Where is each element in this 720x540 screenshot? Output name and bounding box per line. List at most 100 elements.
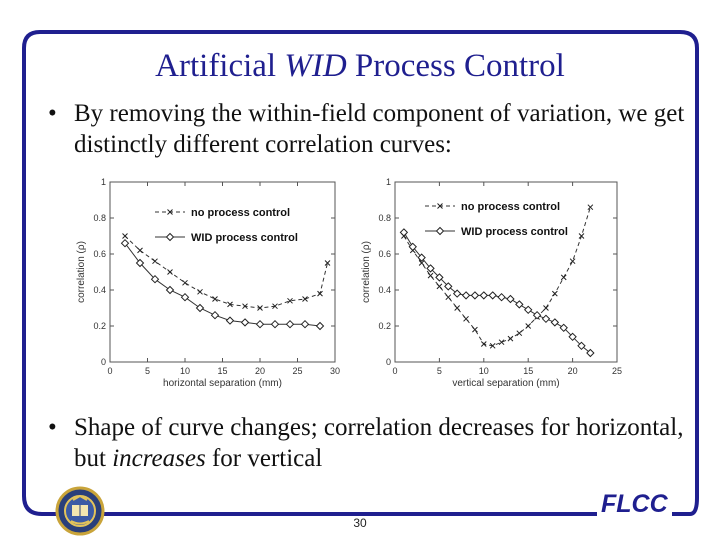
data-point-diamond	[180, 292, 190, 302]
y-tick-label: 0	[101, 357, 106, 367]
data-point-x	[302, 296, 308, 302]
data-point-x	[182, 279, 188, 286]
data-point-diamond	[165, 285, 175, 295]
data-point-x	[525, 323, 532, 329]
data-point-x	[498, 339, 505, 346]
y-tick-label: 0.2	[378, 321, 391, 331]
data-point-diamond	[523, 305, 533, 315]
y-tick-label: 0.8	[93, 213, 106, 223]
data-point-x	[587, 204, 594, 211]
data-point-diamond	[470, 291, 480, 300]
data-point-x	[197, 288, 203, 295]
data-point-diamond	[315, 321, 325, 331]
x-tick-label: 25	[292, 366, 302, 376]
data-point-diamond	[550, 318, 560, 327]
data-point-diamond	[300, 319, 310, 329]
data-point-diamond	[506, 294, 515, 304]
title-part1: Artificial	[155, 48, 285, 84]
data-point-diamond	[568, 332, 577, 342]
data-point-x	[272, 303, 278, 310]
data-point-x	[137, 247, 143, 254]
bullet-1-text: By removing the within-field component o…	[74, 100, 685, 158]
data-point-x	[551, 290, 558, 297]
series-line-1	[403, 207, 591, 347]
data-point-diamond	[270, 319, 280, 329]
data-point-x	[227, 301, 233, 308]
data-point-diamond	[426, 264, 435, 273]
data-point-x	[212, 296, 218, 302]
data-point-diamond	[408, 242, 417, 252]
plot-area	[394, 181, 618, 363]
y-tick-label: 1	[101, 177, 106, 187]
data-point-x	[463, 315, 469, 322]
bullet-2-text: Shape of curve changes; correlation decr…	[74, 412, 694, 474]
data-point-diamond	[532, 310, 542, 320]
data-point-diamond	[195, 303, 205, 313]
bullet-2-part1: Shape of curve changes; correlation decr…	[74, 414, 684, 472]
y-tick-label: 0.6	[378, 249, 391, 259]
y-tick-label: 0.4	[93, 285, 106, 295]
y-tick-label: 1	[386, 177, 391, 187]
data-point-x	[324, 260, 331, 266]
bullet-2-symbol: •	[48, 414, 57, 441]
title-part2: Process Control	[346, 48, 565, 84]
uc-berkeley-seal-icon	[55, 486, 105, 536]
legend-marker-diamond	[435, 226, 445, 236]
flcc-logo-text: FLCC	[597, 490, 672, 519]
title-italic: WID	[284, 48, 347, 84]
legend-label: WID process control	[191, 232, 298, 244]
data-point-x	[152, 258, 158, 265]
data-point-x	[543, 305, 549, 311]
data-point-x	[489, 342, 496, 349]
data-point-x	[445, 294, 452, 301]
data-point-x	[242, 303, 248, 310]
data-point-x	[122, 233, 128, 239]
chart-horizontal: 0 5 10 15 20 25 30 0 0.2 0.4 0.6 0.8 1 horizontal sep…	[76, 177, 340, 389]
x-tick-label: 15	[523, 366, 533, 376]
data-point-x	[436, 283, 443, 290]
x-tick-label: 25	[612, 366, 622, 376]
x-tick-label: 10	[479, 366, 489, 376]
data-point-diamond	[479, 291, 489, 300]
data-point-x	[516, 330, 523, 337]
x-tick-label: 0	[392, 366, 397, 376]
data-point-diamond	[210, 310, 220, 320]
legend-marker-diamond	[165, 232, 175, 242]
data-point-diamond	[150, 274, 160, 284]
data-point-diamond	[515, 300, 524, 309]
x-tick-label: 30	[330, 366, 340, 376]
data-point-x	[167, 269, 173, 275]
data-point-diamond	[497, 292, 506, 302]
page-number: 30	[353, 516, 367, 530]
data-point-x	[418, 260, 425, 266]
legend-marker-x	[437, 203, 443, 209]
y-tick-label: 0.2	[93, 321, 106, 331]
slide-title: Artificial WID Process Control	[0, 48, 720, 85]
y-axis-label: correlation (ρ)	[76, 241, 87, 303]
data-point-diamond	[586, 348, 595, 358]
x-tick-label: 20	[255, 366, 265, 376]
data-point-diamond	[255, 319, 265, 329]
legend-label: WID process control	[461, 226, 568, 238]
y-axis-label: correlation (ρ)	[361, 241, 372, 303]
data-point-diamond	[444, 282, 453, 291]
data-point-diamond	[559, 323, 568, 333]
data-point-x	[257, 305, 263, 311]
y-tick-label: 0.6	[93, 249, 106, 259]
y-tick-label: 0.8	[378, 213, 391, 223]
data-point-x	[480, 341, 487, 347]
bullet-1-symbol: •	[48, 100, 57, 127]
data-point-x	[287, 297, 293, 304]
data-point-diamond	[461, 291, 471, 300]
data-point-x	[569, 258, 576, 265]
data-point-x	[454, 305, 461, 311]
data-point-x	[472, 326, 478, 333]
x-axis-label: horizontal separation (mm)	[163, 378, 282, 389]
chart-vertical: 0 5 10 15 20 25 0 0.2 0.4 0.6 0.8 1 vertical separat…	[361, 177, 622, 389]
x-tick-label: 15	[217, 366, 227, 376]
x-tick-label: 20	[568, 366, 578, 376]
y-tick-label: 0.4	[378, 285, 391, 295]
data-point-diamond	[135, 258, 145, 268]
data-point-x	[317, 290, 323, 297]
